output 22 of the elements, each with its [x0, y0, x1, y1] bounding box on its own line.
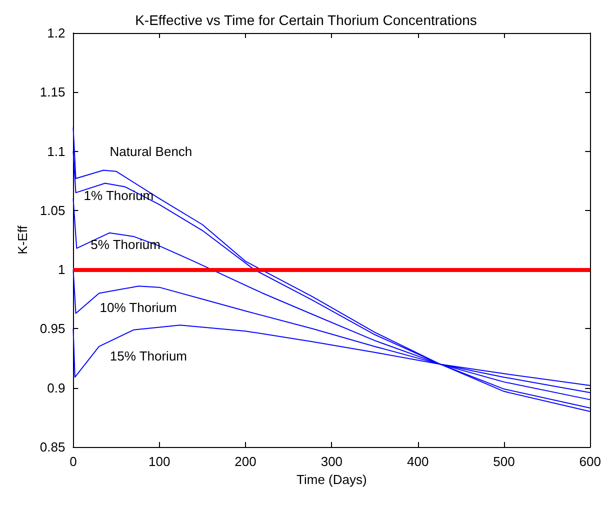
y-tick-label: 1.2 — [47, 26, 66, 40]
x-tick-label: 200 — [234, 454, 256, 469]
chart-title: K-Effective vs Time for Certain Thorium Concentrations — [135, 12, 477, 28]
x-tick-label: 500 — [493, 454, 515, 469]
y-tick-label: 1 — [58, 262, 66, 278]
y-tick-label: 1.05 — [40, 202, 66, 218]
x-tick-label: 600 — [579, 454, 602, 469]
y-tick-label: 0.85 — [40, 440, 66, 454]
series-label: 15% Thorium — [110, 348, 188, 364]
y-tick-label: 1.1 — [47, 144, 66, 159]
x-tick-label: 100 — [148, 454, 170, 469]
x-tick-label: 0 — [70, 454, 77, 469]
series-label: 5% Thorium — [90, 236, 160, 252]
x-axis-title: Time (Days) — [296, 472, 367, 487]
y-axis-title: K-Eff — [15, 225, 30, 254]
y-tick-label: 0.9 — [47, 380, 66, 396]
series-label: Natural Bench — [110, 144, 192, 159]
y-tick-label: 1.15 — [40, 84, 66, 100]
series-label: 10% Thorium — [100, 300, 177, 315]
x-tick-label: 400 — [406, 454, 429, 469]
x-tick-label: 300 — [320, 454, 343, 469]
y-tick-label: 0.95 — [40, 321, 66, 336]
